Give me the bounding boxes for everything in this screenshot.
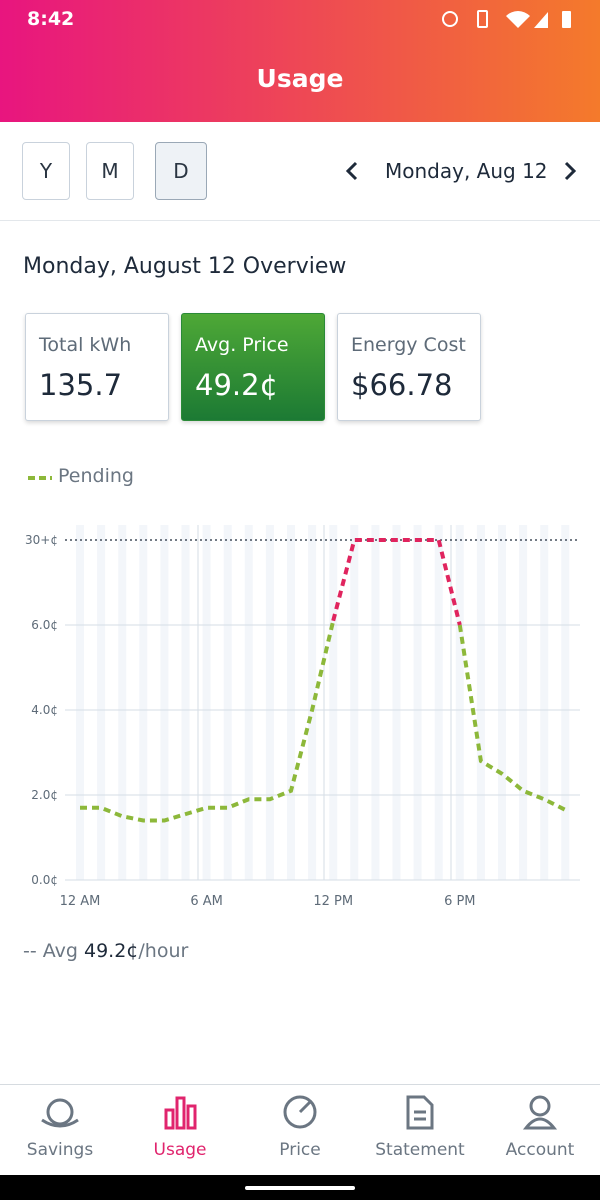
date-label: Monday, Aug 12 [385, 159, 548, 183]
card-value: 49.2¢ [195, 368, 279, 402]
nav-icons [41, 1095, 558, 1130]
tab-month[interactable]: M [86, 142, 134, 200]
card-price: Avg. Price 49.2¢ [181, 313, 325, 421]
x-tick-label: 6 AM [190, 894, 223, 909]
tab-day[interactable]: D [155, 142, 207, 200]
tab-year[interactable]: Y [22, 142, 70, 200]
card-value: $66.78 [351, 368, 453, 402]
hour-stripe [498, 525, 506, 880]
card-label: Energy Cost [351, 334, 466, 356]
hour-stripe [287, 525, 295, 880]
y-tick-label: 2.0¢ [31, 788, 58, 802]
hour-stripe [350, 525, 359, 880]
hour-stripe [561, 525, 570, 880]
hour-stripe [76, 525, 84, 880]
hour-stripe [244, 525, 253, 880]
y-tick-label: 0.0¢ [31, 873, 58, 887]
hour-stripe [371, 525, 380, 880]
status-icons [442, 10, 571, 28]
hour-stripe [413, 525, 422, 880]
avg-value: 49.2¢ [84, 940, 139, 962]
hour-stripe [160, 525, 169, 880]
nav-statement[interactable]: Statement [375, 1140, 465, 1160]
hour-stripe [392, 525, 401, 880]
card-value: 135.7 [39, 368, 123, 402]
hour-stripe [223, 525, 232, 880]
header-title: Usage [256, 64, 344, 93]
hour-stripe [519, 525, 528, 880]
hour-stripe [455, 525, 464, 880]
nav-savings[interactable]: Savings [26, 1140, 94, 1160]
hour-stripe [540, 525, 549, 880]
x-tick-label: 6 PM [444, 894, 475, 909]
nav-divider [0, 1084, 600, 1085]
system-bar [0, 1175, 600, 1200]
x-tick-label: 12 PM [313, 894, 353, 909]
series-line [80, 620, 567, 823]
hour-stripe [476, 525, 485, 880]
hour-stripe [139, 525, 148, 880]
card-label: Avg. Price [195, 334, 289, 356]
series-line [331, 538, 462, 626]
status-time: 8:42 [27, 8, 75, 30]
nav-price[interactable]: Price [279, 1140, 321, 1160]
y-tick-label: 30+¢ [25, 533, 58, 547]
hour-stripe [308, 525, 317, 880]
prev-button[interactable] [342, 160, 362, 182]
header: 8:42 Usage [0, 0, 600, 122]
hour-stripe [97, 525, 106, 880]
card-kwh: Total kWh 135.7 [25, 313, 169, 421]
avg-prefix: -- Avg [23, 940, 78, 962]
hour-stripe [181, 525, 190, 880]
hour-stripe [434, 525, 443, 880]
divider [0, 220, 600, 221]
legend-swatch [28, 476, 52, 480]
avg-suffix: /hour [138, 940, 189, 962]
y-tick-label: 6.0¢ [31, 618, 58, 632]
hour-stripe [265, 525, 274, 880]
average: -- Avg 49.2¢/hour [23, 940, 188, 962]
overview-title: Monday, August 12 Overview [23, 254, 347, 279]
chart: 0.0¢ 2.0¢ 4.0¢ 6.0¢ 30+¢ 12 AM 6 AM 12 PM 6 PM [25, 525, 580, 909]
nav-usage[interactable]: Usage [153, 1140, 207, 1160]
nav-account[interactable]: Account [505, 1140, 575, 1160]
hour-stripe [202, 525, 211, 880]
card-cost: Energy Cost $66.78 [337, 313, 481, 421]
x-tick-label: 12 AM [60, 894, 101, 909]
hour-stripe [329, 525, 338, 880]
hour-stripe [118, 525, 127, 880]
card-label: Total kWh [39, 334, 132, 356]
legend-label: Pending [58, 465, 134, 487]
y-tick-label: 4.0¢ [31, 703, 58, 717]
next-button[interactable] [560, 160, 580, 182]
